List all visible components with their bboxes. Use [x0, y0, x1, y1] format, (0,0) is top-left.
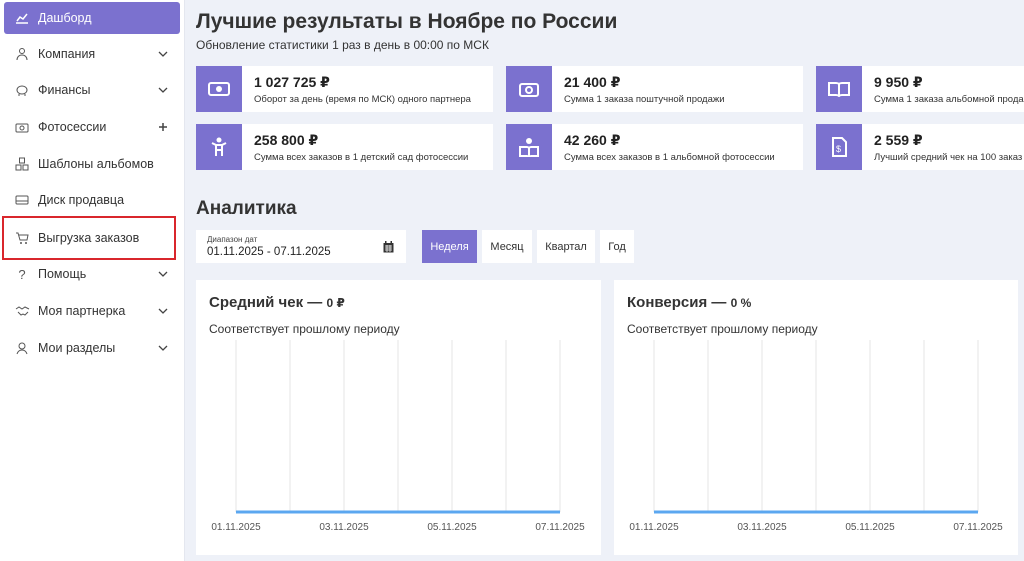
sidebar-item-seller-disk[interactable]: Диск продавца [4, 184, 180, 216]
x-tick-label: 07.11.2025 [535, 522, 585, 533]
page-title: Лучшие результаты в Ноябре по России [196, 10, 618, 33]
stat-card: $ 2 559 ₽ Лучший средний чек на 100 заказ [816, 124, 1024, 170]
svg-text:$: $ [836, 144, 841, 154]
child-icon [196, 124, 242, 170]
period-quarter-button[interactable]: Квартал [537, 230, 595, 263]
sidebar-item-label: Финансы [38, 83, 91, 97]
date-range-label: Диапазон дат [207, 235, 258, 244]
sidebar-item-label: Дашборд [38, 11, 92, 25]
average-check-chart: 01.11.2025 03.11.2025 05.11.2025 07.11.2025 [211, 340, 585, 533]
average-check-card: Средний чек — 0 ₽ Соответствует прошлому… [196, 280, 601, 555]
receipt-icon: $ [816, 124, 862, 170]
x-tick-label: 01.11.2025 [629, 522, 679, 533]
sidebar-item-my-sections[interactable]: Мои разделы [4, 332, 180, 364]
sidebar-item-dashboard[interactable]: Дашборд [4, 2, 180, 34]
sidebar: Дашборд Компания Финансы Фотосессии Шабл… [0, 0, 185, 561]
stat-value: 2 559 ₽ [874, 131, 923, 148]
sidebar-item-label: Мои разделы [38, 341, 116, 355]
period-month-button[interactable]: Месяц [482, 230, 532, 263]
money-icon [196, 66, 242, 112]
sidebar-item-label: Выгрузка заказов [38, 231, 140, 245]
cart-icon [14, 230, 30, 246]
chart-subtitle: Соответствует прошлому периоду [209, 322, 400, 336]
stat-value: 42 260 ₽ [564, 131, 621, 148]
chevron-down-icon[interactable] [156, 341, 170, 355]
stat-value: 21 400 ₽ [564, 73, 621, 90]
stat-desc: Лучший средний чек на 100 заказ [874, 151, 1023, 163]
chart-title: Конверсия — 0 % [627, 294, 752, 311]
period-year-button[interactable]: Год [600, 230, 634, 263]
x-tick-label: 03.11.2025 [737, 522, 787, 533]
sidebar-item-company[interactable]: Компания [4, 38, 180, 70]
stat-card: 9 950 ₽ Сумма 1 заказа альбомной прода [816, 66, 1024, 112]
camera-icon [14, 119, 30, 135]
stat-value: 9 950 ₽ [874, 73, 923, 90]
x-tick-label: 07.11.2025 [953, 522, 1003, 533]
sidebar-item-label: Моя партнерка [38, 304, 126, 318]
chevron-down-icon[interactable] [156, 83, 170, 97]
handshake-icon [14, 303, 30, 319]
stat-card: 1 027 725 ₽ Оборот за день (время по МСК)… [196, 66, 493, 112]
page-subtitle: Обновление статистики 1 раз в день в 00:… [196, 38, 489, 52]
chevron-down-icon[interactable] [156, 47, 170, 61]
calendar-icon[interactable] [383, 240, 394, 258]
chart-subtitle: Соответствует прошлому периоду [627, 322, 818, 336]
disk-icon [14, 192, 30, 208]
person-icon [14, 340, 30, 356]
stat-desc: Сумма всех заказов в 1 альбомной фотосес… [564, 151, 775, 163]
book-icon [816, 66, 862, 112]
stat-card: 42 260 ₽ Сумма всех заказов в 1 альбомной… [506, 124, 803, 170]
chevron-down-icon[interactable] [156, 304, 170, 318]
stat-desc: Сумма 1 заказа альбомной прода [874, 93, 1024, 105]
plus-icon[interactable] [156, 120, 170, 134]
chevron-down-icon[interactable] [156, 267, 170, 281]
x-tick-label: 01.11.2025 [211, 522, 261, 533]
chart-value: 0 ₽ [326, 296, 345, 310]
chart-title: Средний чек — 0 ₽ [209, 294, 345, 311]
chart-value: 0 % [730, 296, 752, 310]
stat-desc: Сумма всех заказов в 1 детский сад фотос… [254, 151, 469, 163]
camera-icon [506, 66, 552, 112]
analytics-title: Аналитика [196, 198, 297, 219]
stat-card: 21 400 ₽ Сумма 1 заказа поштучной продажи [506, 66, 803, 112]
chart-icon [14, 10, 30, 26]
stat-value: 258 800 ₽ [254, 131, 319, 148]
sidebar-item-finance[interactable]: Финансы [4, 74, 180, 106]
conversion-card: Конверсия — 0 % Соответствует прошлому п… [614, 280, 1018, 555]
stat-desc: Сумма 1 заказа поштучной продажи [564, 93, 725, 105]
x-tick-label: 03.11.2025 [319, 522, 369, 533]
piggy-bank-icon [14, 82, 30, 98]
sidebar-item-label: Шаблоны альбомов [38, 157, 154, 171]
stat-value: 1 027 725 ₽ [254, 73, 330, 90]
x-tick-label: 05.11.2025 [427, 522, 477, 533]
date-range-picker[interactable]: Диапазон дат 01.11.2025 - 07.11.2025 [196, 230, 406, 263]
templates-icon [14, 156, 30, 172]
sidebar-item-label: Помощь [38, 267, 87, 281]
users-icon [14, 46, 30, 62]
question-icon: ? [18, 266, 26, 282]
period-week-button[interactable]: Неделя [422, 230, 477, 263]
sidebar-item-photosessions[interactable]: Фотосессии [4, 111, 180, 143]
sidebar-item-album-templates[interactable]: Шаблоны альбомов [4, 148, 180, 180]
sidebar-item-help[interactable]: ? Помощь [4, 258, 180, 290]
stat-desc: Оборот за день (время по МСК) одного пар… [254, 93, 471, 105]
sidebar-item-label: Диск продавца [38, 193, 125, 207]
sidebar-item-partnership[interactable]: Моя партнерка [4, 295, 180, 327]
stat-card: 258 800 ₽ Сумма всех заказов в 1 детский … [196, 124, 493, 170]
sidebar-item-label: Компания [38, 47, 96, 61]
conversion-chart: 01.11.2025 03.11.2025 05.11.2025 07.11.2025 [629, 340, 1003, 533]
sidebar-item-order-export[interactable]: Выгрузка заказов [2, 216, 176, 260]
reader-icon [506, 124, 552, 170]
sidebar-item-label: Фотосессии [38, 120, 107, 134]
date-range-value: 01.11.2025 - 07.11.2025 [207, 246, 331, 258]
x-tick-label: 05.11.2025 [845, 522, 895, 533]
